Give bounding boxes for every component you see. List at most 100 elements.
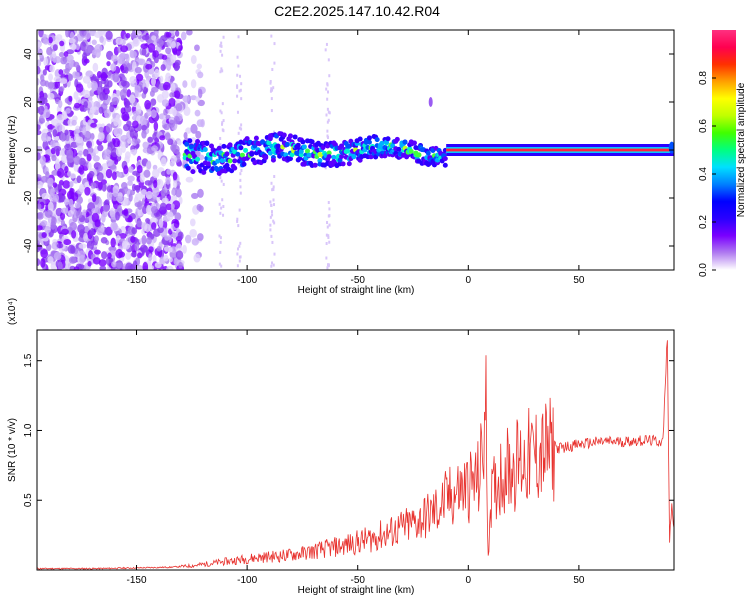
- spectrogram-speckle: [87, 81, 92, 89]
- spectrogram-speckle: [73, 61, 80, 68]
- spectrogram-speckle: [162, 220, 168, 230]
- spectrogram-streak: [240, 127, 243, 131]
- spectrogram-speckle: [150, 109, 157, 119]
- spectrogram-speckle: [137, 252, 143, 259]
- spectrogram-speckle: [75, 83, 84, 93]
- spectrogram-speckle: [123, 105, 132, 113]
- spectrogram-speckle: [73, 155, 81, 166]
- spectrogram-speckle: [156, 245, 162, 252]
- spectrogram-speckle: [101, 163, 109, 170]
- spectrogram-band-cell: [204, 140, 210, 146]
- spectrogram-speckle: [168, 247, 173, 253]
- spectrogram-speckle: [40, 220, 48, 226]
- spectrogram-speckle: [175, 103, 183, 112]
- spectrogram-band-cell: [215, 158, 221, 164]
- spectrogram-speckle: [78, 243, 87, 249]
- spectrogram-streak: [239, 185, 242, 189]
- y-tick-label: -20: [23, 190, 34, 205]
- spectrogram-speckle: [130, 251, 137, 258]
- spectrogram-speckle: [106, 134, 112, 143]
- spectrogram-band-cell: [187, 138, 193, 144]
- spectrogram-speckle: [91, 208, 98, 214]
- spectrogram-speckle: [46, 46, 53, 56]
- spectrogram-band-cell: [266, 140, 272, 146]
- spectrogram-speckle: [37, 78, 40, 86]
- spectrogram-streak: [236, 94, 239, 98]
- spectrogram-streak: [271, 261, 274, 265]
- spectrogram-speckle: [55, 34, 63, 41]
- spectrogram-streak: [237, 162, 240, 166]
- spectrogram-band-cell: [232, 165, 238, 171]
- spectrogram-speckle: [162, 81, 171, 91]
- spectrogram-band-cell: [442, 162, 448, 168]
- spectrogram-band-cell: [317, 158, 323, 164]
- colorbar-ticks: 0.0 0.2 0.4 0.6 0.8: [698, 71, 716, 277]
- spectrogram-speckle: [171, 189, 176, 196]
- spectrogram-streak: [221, 128, 224, 132]
- spectrogram-speckle: [182, 244, 187, 254]
- spectrogram-speckle: [103, 84, 110, 91]
- spectrogram-streak: [218, 234, 221, 238]
- spectrogram-speckle: [147, 136, 154, 143]
- y-tick-label: 1.0: [23, 423, 34, 437]
- spectrogram-streak: [325, 87, 328, 91]
- spectrogram-speckle: [90, 122, 97, 128]
- spectrogram-speckle: [37, 59, 42, 67]
- spectrogram-streak: [238, 89, 241, 93]
- spectrogram-speckle: [170, 203, 175, 210]
- spectrogram-band-cell: [219, 158, 225, 164]
- spectrogram-speckle: [191, 238, 199, 246]
- spectrogram-speckle: [112, 188, 119, 197]
- spectrogram-speckle: [151, 192, 158, 199]
- spectrogram-speckle: [126, 89, 132, 98]
- spectrogram-band-cell: [368, 154, 374, 160]
- spectrogram-speckle: [37, 180, 44, 189]
- spectrogram-streak: [236, 219, 239, 223]
- spectrogram-band-cell: [224, 162, 230, 168]
- y-tick-label: 1.5: [23, 353, 34, 367]
- spectrogram-band-cell: [309, 139, 315, 145]
- spectrogram-streak: [272, 185, 275, 189]
- spectrogram-speckle: [169, 92, 175, 98]
- spectrogram-speckle: [51, 118, 58, 126]
- spectrogram-speckle: [37, 41, 42, 48]
- spectrogram-speckle: [96, 172, 104, 182]
- colorbar-label: Normalized spectral amplitude: [736, 82, 747, 217]
- spectrogram-streak: [271, 240, 274, 244]
- spectrogram-speckle: [75, 210, 83, 219]
- spectrogram-speckle: [106, 61, 111, 67]
- spectrogram-streak: [326, 221, 329, 225]
- spectrogram-speckle: [117, 58, 126, 64]
- spectrogram-speckle: [114, 158, 119, 165]
- spectrogram-speckle: [104, 200, 109, 206]
- spectrogram-speckle: [106, 159, 114, 167]
- spectrogram-speckle: [107, 252, 112, 259]
- spectrogram-speckle: [160, 157, 167, 167]
- spectrogram-speckle: [91, 193, 97, 203]
- spectrogram-speckle: [164, 132, 171, 141]
- spectrogram-speckle: [127, 138, 132, 144]
- spectrogram-band-cell: [298, 148, 304, 154]
- spectrogram-speckle: [69, 221, 78, 231]
- spectrogram-speckle: [92, 62, 99, 72]
- spectrogram-speckle: [115, 211, 120, 221]
- spectrogram-speckle: [98, 106, 104, 114]
- colorbar-gradient: [712, 30, 736, 270]
- spectrogram-speckle: [76, 175, 82, 184]
- spectrogram-speckle: [156, 94, 165, 103]
- spectrogram-speckle: [133, 130, 139, 140]
- spectrogram-speckle: [67, 210, 74, 218]
- spectrogram-speckle: [60, 219, 66, 227]
- spectrogram-speckle: [120, 107, 126, 115]
- spectrogram-speckle: [101, 251, 108, 260]
- spectrogram-speckle: [102, 204, 110, 212]
- spectrogram-speckle: [96, 227, 104, 236]
- spectrogram-speckle: [161, 54, 168, 61]
- colorbar-tick-label: 0.4: [698, 167, 709, 181]
- spectrogram-speckle: [40, 175, 48, 183]
- spectrogram-speckle: [92, 106, 100, 116]
- spectrogram-speckle: [64, 68, 70, 74]
- snr-panel: -150 -100 -50 0 50 0.5 1.0 1.5 Height of strai…: [7, 298, 675, 596]
- spectrogram-band-cell: [287, 133, 293, 139]
